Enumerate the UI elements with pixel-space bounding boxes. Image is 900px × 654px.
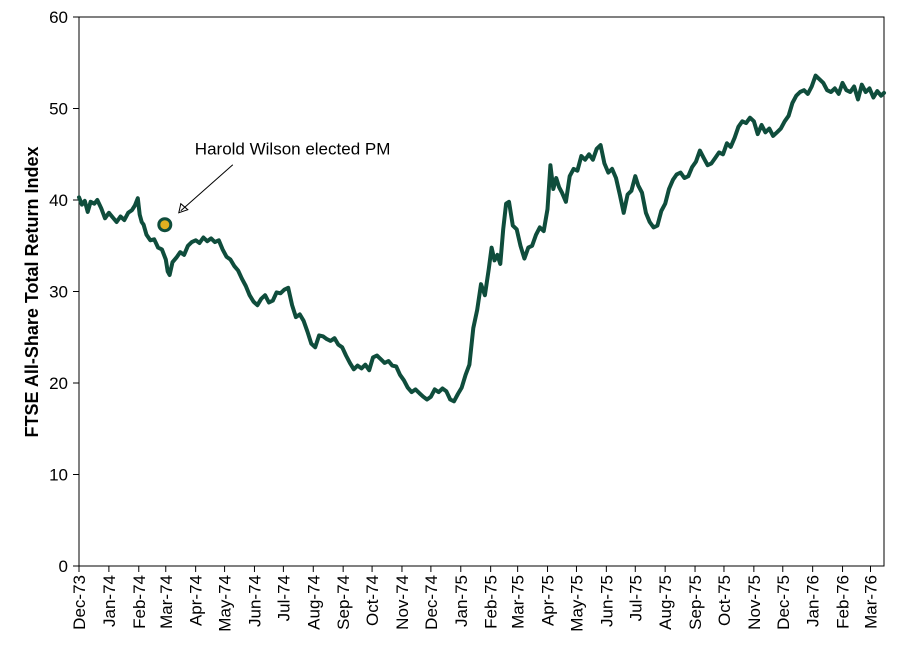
x-tick-label: Oct-74: [363, 575, 382, 626]
annotation-group: Harold Wilson elected PM: [157, 140, 391, 233]
x-tick-label: Mar-76: [862, 575, 881, 629]
x-tick-label: May-74: [216, 575, 235, 632]
y-tick-label: 30: [49, 283, 68, 302]
y-axis-ticks: 0 10 20 30 40 50 60: [49, 8, 79, 576]
y-tick-label: 50: [49, 100, 68, 119]
x-axis-ticks: Dec-73 Jan-74 Feb-74 Mar-74 Apr-74 May-74 Jun-…: [70, 566, 881, 632]
x-tick-label: Feb-76: [834, 575, 853, 629]
x-tick-label: Jan-75: [452, 575, 471, 627]
x-tick-label: Apr-75: [539, 575, 558, 626]
x-tick-label: Jan-74: [100, 575, 119, 627]
x-tick-label: Jun-74: [245, 575, 264, 627]
x-tick-label: Aug-74: [304, 575, 323, 630]
x-tick-label: Sep-74: [334, 575, 353, 630]
annotation-arrow-line: [180, 164, 234, 212]
annotation-arrow-head: [178, 202, 189, 214]
x-tick-label: Apr-74: [187, 575, 206, 626]
x-tick-label: Dec-74: [422, 575, 441, 630]
x-tick-label: Nov-74: [393, 575, 412, 630]
y-tick-label: 60: [49, 8, 68, 27]
y-tick-label: 20: [49, 374, 68, 393]
x-tick-label: Feb-74: [130, 575, 149, 629]
x-tick-label: Mar-75: [509, 575, 528, 629]
x-tick-label: Sep-75: [686, 575, 705, 630]
x-tick-label: Feb-75: [482, 575, 501, 629]
x-tick-label: Nov-75: [745, 575, 764, 630]
series-group: [77, 73, 886, 404]
x-tick-label: Dec-75: [774, 575, 793, 630]
annotation-label: Harold Wilson elected PM: [195, 140, 391, 159]
y-axis-title: FTSE All-Share Total Return Index: [22, 146, 42, 437]
x-tick-label: Oct-75: [715, 575, 734, 626]
x-tick-label: May-75: [567, 575, 586, 632]
x-tick-label: Aug-75: [656, 575, 675, 630]
x-tick-label: Jun-75: [597, 575, 616, 627]
annotation-marker: [157, 217, 173, 233]
x-tick-label: Dec-73: [70, 575, 89, 630]
x-tick-label: Mar-74: [157, 575, 176, 629]
y-tick-label: 40: [49, 191, 68, 210]
y-tick-label: 10: [49, 466, 68, 485]
y-tick-label: 0: [59, 557, 68, 576]
series-line: [77, 73, 886, 404]
x-tick-label: Jul-75: [626, 575, 645, 621]
x-tick-label: Jul-74: [274, 575, 293, 621]
x-tick-label: Jan-76: [804, 575, 823, 627]
